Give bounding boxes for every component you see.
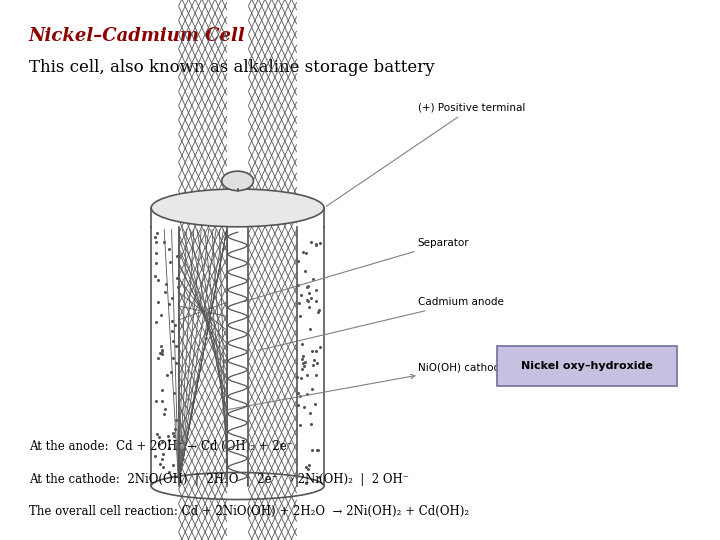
- Text: The overall cell reaction: Cd + 2NiO(OH) + 2H₂O  → 2Ni(OH)₂ + Cd(OH)₂: The overall cell reaction: Cd + 2NiO(OH)…: [29, 505, 469, 518]
- Text: (+) Positive terminal: (+) Positive terminal: [326, 103, 525, 206]
- Ellipse shape: [151, 472, 324, 500]
- Text: Nickel–Cadmium Cell: Nickel–Cadmium Cell: [29, 27, 246, 45]
- FancyBboxPatch shape: [497, 346, 677, 386]
- Ellipse shape: [222, 171, 253, 191]
- Ellipse shape: [151, 189, 324, 227]
- Text: Separator: Separator: [244, 238, 469, 302]
- Text: At the cathode:  2NiO(OH)  |  2H₂O  |  2e⁻   › 2Ni(OH)₂  |  2 OH⁻: At the cathode: 2NiO(OH) | 2H₂O | 2e⁻ › …: [29, 472, 409, 485]
- Text: This cell, also known as alkaline storage battery: This cell, also known as alkaline storag…: [29, 59, 434, 76]
- Text: Nickel oxy–hydroxide: Nickel oxy–hydroxide: [521, 361, 653, 371]
- Text: NiO(OH) cathode: NiO(OH) cathode: [226, 362, 506, 410]
- Text: At the anode:  Cd + 2OH⁻ → Cd (OH)₂ + 2e⁻: At the anode: Cd + 2OH⁻ → Cd (OH)₂ + 2e⁻: [29, 440, 293, 453]
- Text: Cadmium anode: Cadmium anode: [258, 298, 503, 350]
